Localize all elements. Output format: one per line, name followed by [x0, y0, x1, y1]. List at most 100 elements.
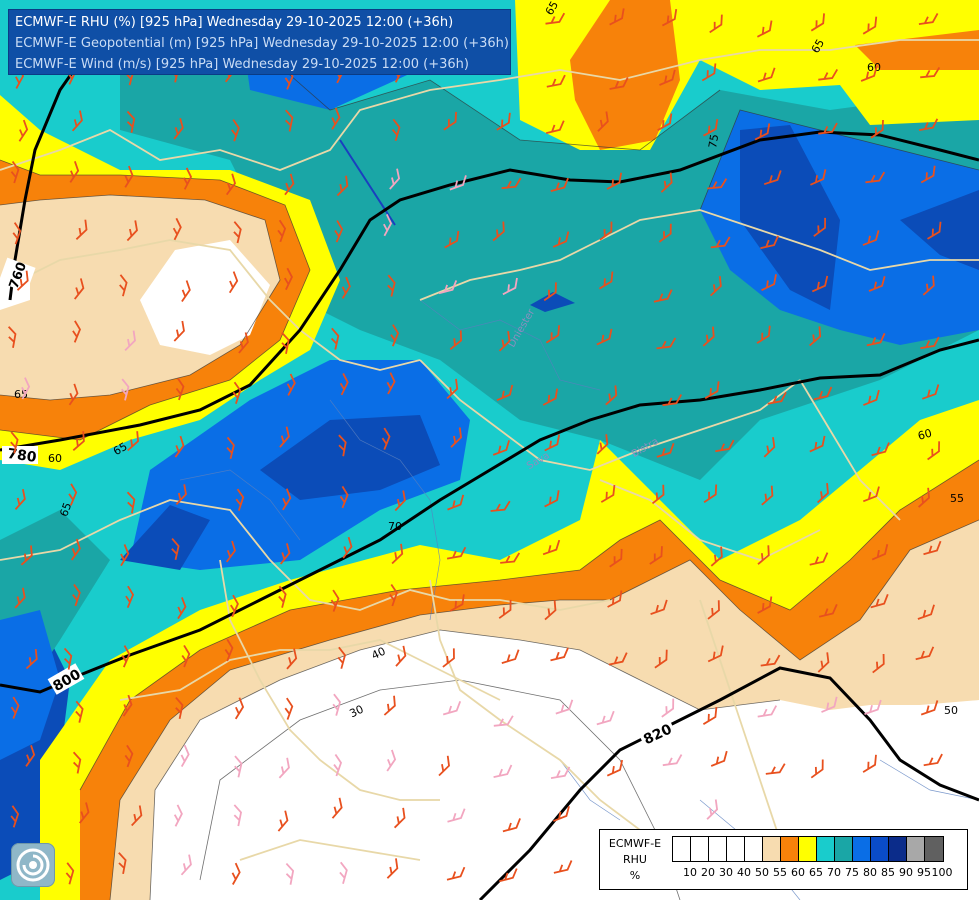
rhu-band-60-north	[570, 0, 680, 150]
wind-barb	[501, 177, 522, 190]
wind-barb	[920, 66, 941, 79]
wind-barb	[72, 751, 82, 774]
legend-swatch	[817, 837, 835, 861]
rhu-band-85-east	[740, 125, 840, 310]
wind-barb	[609, 548, 623, 568]
wind-barb	[922, 275, 935, 296]
wind-barb	[339, 485, 349, 509]
wind-barb	[230, 594, 239, 618]
wind-barb	[757, 67, 776, 83]
wind-barb	[760, 654, 781, 667]
wind-barb	[656, 443, 675, 458]
wind-barb	[920, 165, 936, 184]
wind-barb	[442, 700, 462, 716]
wind-barb	[917, 487, 930, 508]
wind-barb	[659, 69, 676, 86]
wind-barb	[761, 485, 774, 506]
rhu-label: 55	[950, 492, 964, 505]
wind-barb	[386, 372, 396, 395]
wind-barb	[703, 484, 718, 504]
wind-barb	[73, 278, 85, 300]
wind-barb	[226, 436, 235, 460]
legend-swatch	[691, 837, 709, 861]
rhu-label: 65	[14, 388, 28, 401]
wind-barb	[331, 107, 341, 130]
wind-barb	[175, 696, 184, 719]
wind-barb	[866, 332, 886, 347]
wind-barb	[546, 74, 566, 88]
wind-barb	[234, 755, 243, 778]
ecmwf-logo-icon	[11, 843, 55, 887]
wind-barb	[446, 378, 459, 400]
wind-barb	[550, 766, 571, 779]
wind-barb	[809, 435, 826, 453]
legend-tick-label: 30	[719, 866, 733, 879]
rhu-label: 30	[347, 703, 365, 721]
wind-barb	[446, 866, 466, 881]
wind-barb	[862, 230, 880, 246]
wind-barb	[174, 435, 185, 458]
wind-barb	[444, 230, 460, 249]
wind-barb	[918, 12, 939, 25]
wind-barb	[864, 699, 882, 715]
wind-barb	[809, 326, 822, 347]
wind-barb	[654, 649, 668, 669]
wind-barb	[177, 597, 187, 620]
rhu-band-80-west2	[0, 610, 60, 760]
wind-barb	[14, 488, 26, 511]
legend-swatch	[925, 837, 943, 861]
wind-barb	[443, 111, 457, 131]
wind-barb	[124, 744, 134, 768]
wind-barb	[386, 858, 399, 879]
wind-barb	[175, 484, 187, 506]
wind-barb	[813, 386, 833, 401]
wind-barb	[756, 325, 771, 344]
title-rhu: ECMWF-E RHU (%) [925 hPa] Wednesday 29-1…	[15, 15, 454, 30]
wind-barb	[657, 113, 673, 131]
wind-barb	[173, 117, 184, 140]
wind-barb	[277, 219, 287, 243]
wind-barb	[596, 710, 615, 726]
legend-title-unit: %	[629, 869, 641, 882]
wind-barb	[817, 652, 830, 673]
wind-barb	[707, 600, 720, 620]
wind-barb	[339, 861, 348, 884]
wind-barb	[446, 546, 467, 560]
wind-barb	[172, 217, 182, 241]
wind-barb	[63, 647, 73, 670]
legend-tick-label: 90	[899, 866, 913, 879]
rhu-label: 60	[916, 427, 933, 443]
rhu-label: 65	[543, 0, 561, 17]
wind-barb	[449, 175, 467, 191]
wind-barb	[542, 539, 561, 556]
wind-barb	[606, 172, 623, 190]
wind-barbs	[7, 8, 943, 885]
wind-barb	[231, 862, 241, 885]
wind-barb	[284, 697, 294, 720]
wind-barb	[607, 590, 623, 608]
wind-barb	[765, 763, 786, 775]
wind-barb	[703, 119, 719, 137]
wind-barb	[767, 391, 787, 405]
rhu-label: 70	[388, 520, 402, 533]
wind-barb	[818, 68, 839, 81]
legend-swatch	[745, 837, 763, 861]
rhu-label: 60	[48, 452, 62, 465]
wind-barb	[553, 860, 573, 874]
legend-tick-label: 75	[845, 866, 859, 879]
wind-barb	[75, 219, 88, 240]
wind-barb	[656, 337, 677, 350]
wind-barb	[492, 221, 505, 242]
wind-barb	[862, 16, 878, 35]
legend-title: ECMWF-E RHU %	[600, 836, 670, 884]
wind-barb	[868, 275, 886, 292]
wind-barb	[118, 852, 127, 875]
wind-barb	[330, 589, 340, 612]
rhu-label: 65	[111, 440, 130, 458]
legend-swatch	[889, 837, 907, 861]
wind-barb	[10, 431, 19, 454]
wind-barb	[609, 77, 629, 90]
wind-barb	[65, 862, 75, 885]
geopotential-820	[478, 666, 979, 900]
